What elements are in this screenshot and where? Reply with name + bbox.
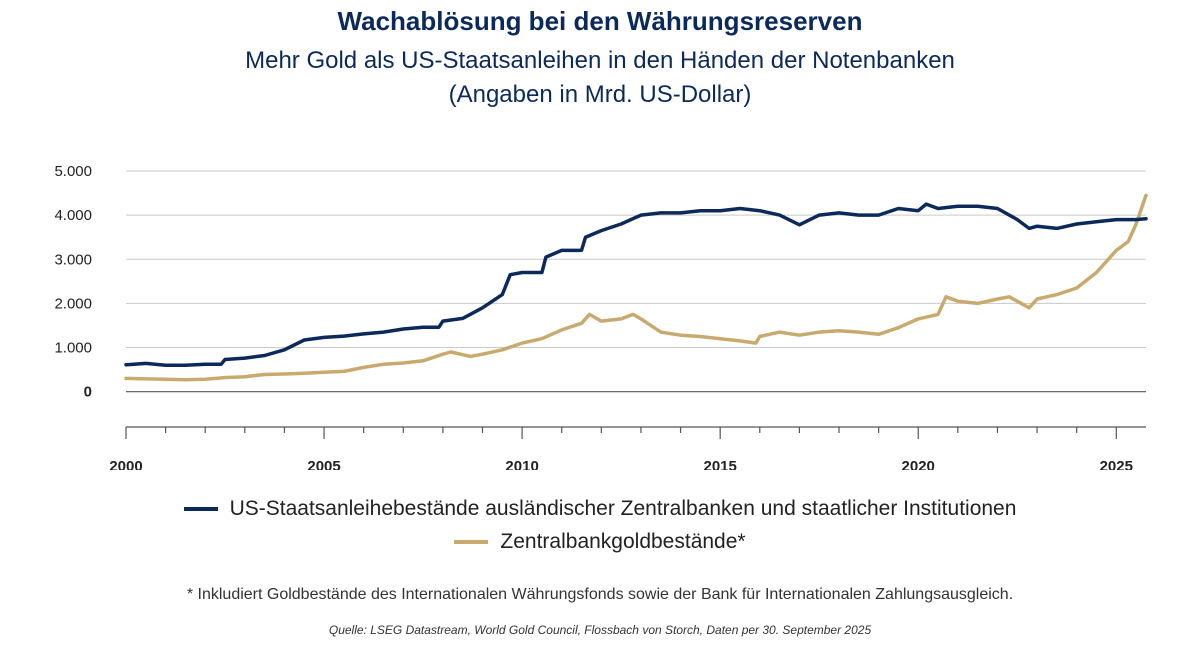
y-tick-label: 2.000 [54, 295, 92, 312]
x-tick-label: 2025 [1100, 458, 1133, 470]
legend-label-treasuries: US-Staatsanleihebestände ausländischer Z… [229, 497, 1017, 520]
legend-swatch-gold [454, 540, 489, 544]
footnote: * Inkludiert Goldbestände des Internatio… [186, 586, 1014, 603]
source-note: Quelle: LSEG Datastream, World Gold Coun… [328, 623, 872, 637]
subtitle-line-2: (Angaben in Mrd. US-Dollar) [448, 81, 752, 108]
legend-item-treasuries: US-Staatsanleihebestände ausländischer Z… [0, 497, 1200, 521]
legend-item-gold: Zentralbankgoldbestände* [0, 530, 1200, 554]
y-tick-label: 4.000 [54, 207, 92, 224]
subtitle-line-1: Mehr Gold als US-Staatsanleihen in den H… [245, 47, 955, 74]
x-tick-label: 2015 [703, 458, 736, 470]
chart-series [124, 193, 1148, 382]
legend-label-gold: Zentralbankgoldbestände* [500, 530, 746, 553]
y-tick-label: 1.000 [54, 340, 92, 357]
y-tick-label: 0 [84, 384, 92, 401]
y-tick-label: 3.000 [54, 251, 92, 268]
x-tick-label: 2010 [505, 458, 538, 470]
series-line-gold [124, 193, 1148, 382]
x-tick-label: 2020 [902, 458, 935, 470]
y-tick-label: 5.000 [54, 163, 92, 180]
legend-swatch-treasuries [183, 507, 218, 511]
x-axis: 2000 2005 2010 2015 2020 2025 [109, 426, 1146, 470]
chart-subtitle: Mehr Gold als US-Staatsanleihen in den H… [0, 44, 1200, 112]
series-line-treasuries [124, 202, 1148, 367]
x-tick-label: 2005 [307, 458, 340, 470]
gridlines [126, 170, 1146, 393]
chart-title: Wachablösung bei den Währungsreserven [337, 6, 863, 36]
y-axis-tick-labels: 0 1.000 2.000 3.000 4.000 5.000 [54, 163, 92, 401]
x-tick-label: 2000 [109, 458, 142, 470]
